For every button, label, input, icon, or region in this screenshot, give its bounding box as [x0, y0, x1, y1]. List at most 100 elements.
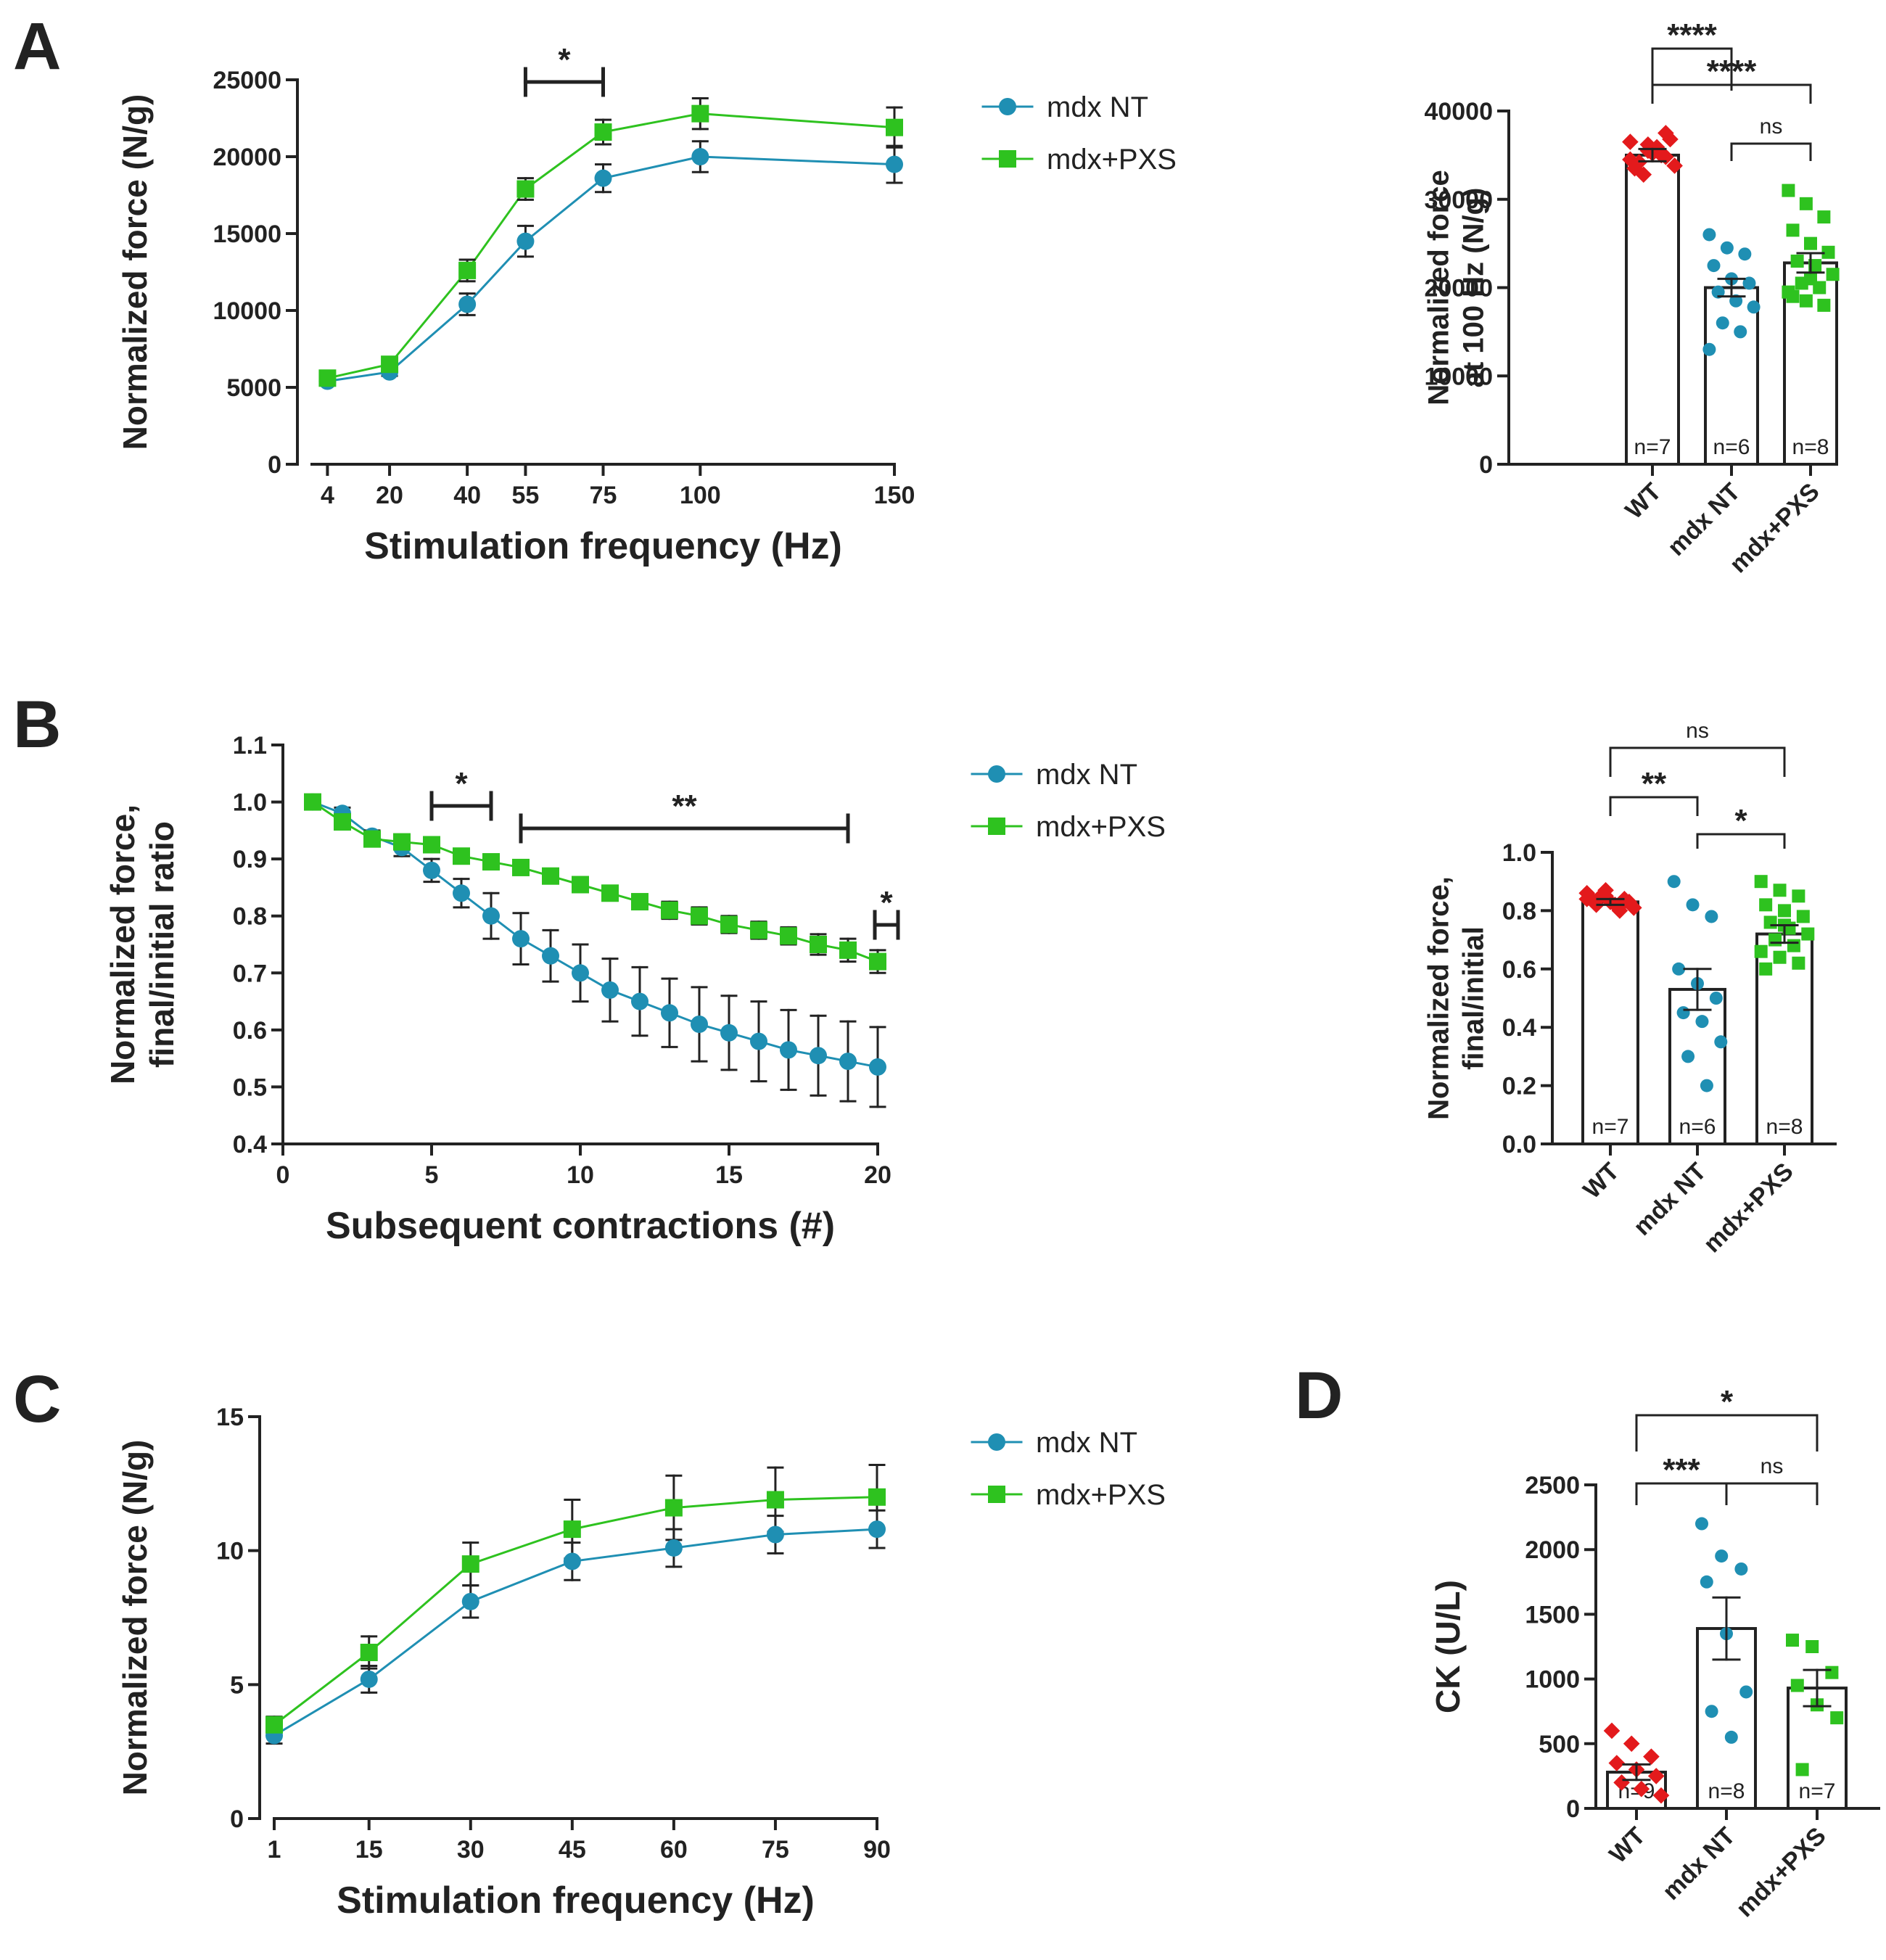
chart-A-line-legend-marker-mdx-nt	[999, 98, 1016, 115]
point-mdx-nt-4	[594, 169, 612, 187]
n-label-wt: n=7	[1592, 1115, 1629, 1139]
datapoint-mdx-pxs-4	[1804, 236, 1817, 250]
y-axis-title-line-1: CK (U/L)	[1429, 1580, 1467, 1713]
y-tick-label-0-8: 0.8	[233, 903, 267, 931]
point-mdx-pxs-14	[720, 915, 738, 934]
point-mdx-nt-16	[780, 1041, 797, 1059]
x-axis-title: Stimulation frequency (Hz)	[337, 1879, 815, 1922]
datapoint-mdx-nt-6	[1676, 1006, 1690, 1020]
point-mdx-pxs-4	[664, 1499, 683, 1517]
datapoint-wt-0	[1603, 1722, 1621, 1739]
datapoint-mdx-pxs-2	[1792, 889, 1805, 903]
point-mdx-nt-3	[563, 1552, 581, 1570]
point-mdx-pxs-1	[381, 355, 399, 374]
comparison-label-2: *	[1734, 803, 1747, 839]
datapoint-mdx-nt-7	[1724, 1730, 1738, 1744]
point-mdx-pxs-17	[810, 936, 827, 953]
datapoint-mdx-pxs-1	[1773, 884, 1787, 897]
y-tick-label-40000: 40000	[1424, 98, 1493, 125]
x-tick-label-5: 5	[425, 1161, 439, 1189]
point-mdx-nt-6	[482, 907, 500, 925]
point-mdx-pxs-2	[461, 1555, 479, 1573]
y-tick-label-0-2: 0.2	[1502, 1073, 1536, 1100]
n-label-mdx-pxs: n=7	[1799, 1779, 1836, 1803]
datapoint-mdx-pxs-3	[1790, 1679, 1804, 1692]
datapoint-mdx-pxs-12	[1799, 294, 1813, 308]
comparison-bracket-0	[1635, 1414, 1819, 1452]
datapoint-mdx-pxs-6	[1763, 915, 1777, 929]
point-mdx-pxs-9	[572, 876, 589, 894]
point-mdx-nt-11	[631, 992, 648, 1010]
point-mdx-pxs-16	[780, 927, 797, 945]
sig-label-0: *	[558, 42, 571, 78]
point-mdx-nt-1	[360, 1670, 378, 1688]
datapoint-wt-1	[1623, 1735, 1640, 1753]
datapoint-mdx-pxs-8	[1826, 268, 1840, 281]
point-mdx-pxs-6	[482, 853, 500, 871]
comparison-bracket-2	[1696, 833, 1786, 849]
datapoint-mdx-nt-10	[1734, 325, 1747, 339]
x-tick-label-15: 15	[355, 1836, 383, 1864]
x-tick-label-45: 45	[559, 1836, 586, 1864]
x-tick-label-4: 4	[321, 482, 334, 509]
y-tick-label-0: 0.0	[1502, 1131, 1536, 1158]
point-mdx-nt-8	[542, 947, 559, 965]
y-tick-label-15: 15	[216, 1404, 244, 1431]
point-mdx-nt-3	[516, 232, 535, 250]
x-tick-label-75: 75	[590, 482, 617, 509]
point-mdx-pxs-6	[886, 118, 903, 136]
point-mdx-nt-18	[839, 1053, 857, 1071]
x-tick-label-40: 40	[453, 482, 481, 509]
y-tick-label-0: 0	[230, 1805, 244, 1833]
x-tick-label-mdx-nt: mdx NT	[1628, 1158, 1712, 1241]
datapoint-mdx-pxs-11	[1754, 944, 1768, 958]
datapoint-mdx-nt-3	[1672, 962, 1686, 976]
datapoint-mdx-pxs-1	[1799, 197, 1813, 210]
point-mdx-pxs-1	[334, 813, 351, 831]
datapoint-mdx-nt-1	[1720, 241, 1734, 255]
sig-label-1: **	[672, 788, 697, 824]
comparison-bracket-0	[1609, 746, 1786, 777]
point-mdx-nt-13	[691, 1016, 708, 1033]
datapoint-wt-13	[1616, 894, 1633, 910]
datapoint-mdx-pxs-5	[1821, 245, 1835, 259]
panel-label-d: D	[1295, 1359, 1343, 1433]
y-tick-label-1: 1.0	[1502, 839, 1536, 867]
datapoint-mdx-pxs-14	[1786, 289, 1800, 303]
x-tick-label-mdx-pxs: mdx+PXS	[1731, 1822, 1831, 1922]
datapoint-mdx-pxs-13	[1792, 956, 1805, 970]
x-tick-label-mdx-nt: mdx NT	[1663, 478, 1746, 561]
chart-B-line-legend-marker-mdx-pxs	[988, 818, 1005, 835]
comparison-label-1: ***	[1663, 1452, 1700, 1488]
datapoint-mdx-nt-7	[1695, 1015, 1709, 1029]
point-mdx-pxs-6	[868, 1488, 886, 1506]
comparison-bracket-1	[1651, 83, 1812, 104]
y-tick-label-0-7: 0.7	[233, 960, 267, 987]
point-mdx-nt-4	[664, 1539, 683, 1557]
datapoint-wt-6	[1613, 1774, 1630, 1791]
y-tick-label-0-5: 0.5	[233, 1074, 267, 1101]
point-mdx-pxs-18	[839, 941, 857, 959]
y-tick-label-0-6: 0.6	[1502, 956, 1536, 984]
point-mdx-pxs-0	[265, 1716, 283, 1734]
y-tick-label-1: 1.0	[233, 789, 267, 817]
y-tick-label-2000: 2000	[1525, 1536, 1580, 1564]
y-tick-label-0-4: 0.4	[1502, 1014, 1536, 1042]
y-axis-title-line-2: final/initial ratio	[143, 821, 181, 1068]
datapoint-mdx-pxs-7	[1808, 259, 1822, 273]
datapoint-mdx-nt-9	[1681, 1050, 1695, 1063]
datapoint-mdx-pxs-9	[1768, 933, 1782, 947]
sig-label-2: *	[880, 885, 893, 921]
datapoint-wt-11	[1622, 151, 1639, 168]
datapoint-mdx-nt-8	[1714, 1035, 1728, 1049]
x-tick-label-mdx-pxs: mdx+PXS	[1698, 1158, 1798, 1258]
point-mdx-pxs-15	[750, 921, 767, 939]
datapoint-wt-0	[1622, 133, 1639, 150]
point-mdx-nt-19	[869, 1058, 886, 1076]
series-line-mdx-pxs	[327, 112, 895, 379]
chart-c-line: 0 5 10 15 1 15 30 45 60 75 90 Stimulation frequency…	[116, 1404, 1166, 1922]
y-tick-label-1000: 1000	[1525, 1666, 1580, 1694]
y-tick-label-30000: 30000	[1424, 186, 1493, 214]
point-mdx-nt-2	[458, 295, 477, 313]
